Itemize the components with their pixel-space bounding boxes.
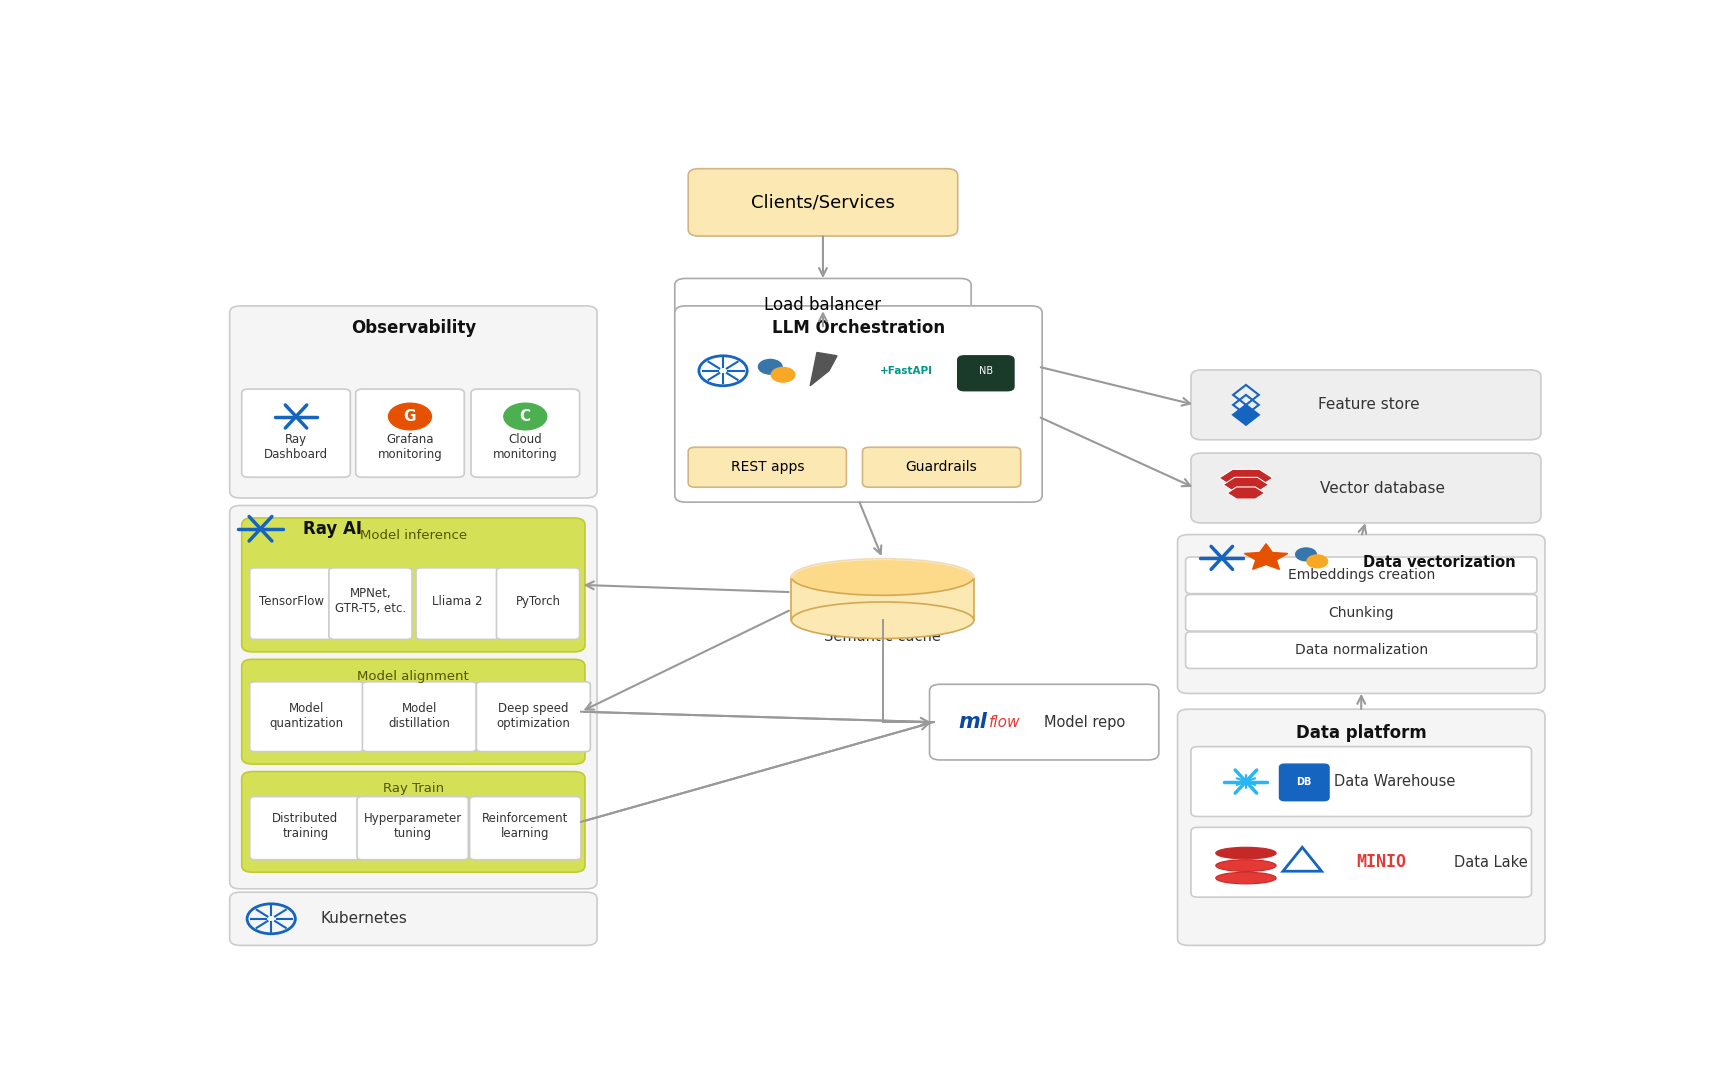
Text: G: G xyxy=(403,409,417,424)
FancyBboxPatch shape xyxy=(1178,535,1545,693)
Text: Guardrails: Guardrails xyxy=(907,460,977,474)
FancyBboxPatch shape xyxy=(1190,746,1531,816)
Text: C: C xyxy=(519,409,531,424)
Text: Model alignment: Model alignment xyxy=(358,670,469,684)
Text: Model repo: Model repo xyxy=(1043,715,1125,730)
FancyBboxPatch shape xyxy=(958,355,1014,391)
FancyBboxPatch shape xyxy=(1185,594,1536,631)
Polygon shape xyxy=(1220,470,1273,487)
Polygon shape xyxy=(1233,405,1259,424)
Text: PyTorch: PyTorch xyxy=(516,595,561,608)
FancyBboxPatch shape xyxy=(675,306,1041,502)
Text: NB: NB xyxy=(979,366,993,376)
Text: Deep speed
optimization: Deep speed optimization xyxy=(497,702,571,730)
Text: Data Warehouse: Data Warehouse xyxy=(1334,774,1455,789)
FancyBboxPatch shape xyxy=(675,279,971,332)
Text: Hyperparameter
tuning: Hyperparameter tuning xyxy=(363,812,462,840)
Text: Clients/Services: Clients/Services xyxy=(751,193,894,212)
Circle shape xyxy=(758,360,782,374)
Text: Reinforcement
learning: Reinforcement learning xyxy=(483,812,569,840)
Text: Model inference: Model inference xyxy=(360,529,467,542)
Text: Ray Train: Ray Train xyxy=(382,782,445,795)
Text: Data platform: Data platform xyxy=(1296,725,1427,742)
FancyBboxPatch shape xyxy=(497,568,580,639)
Circle shape xyxy=(389,403,431,430)
Text: Grafana
monitoring: Grafana monitoring xyxy=(377,433,443,461)
Text: Data Lake: Data Lake xyxy=(1453,854,1528,869)
FancyBboxPatch shape xyxy=(329,568,412,639)
Text: Ray
Dashboard: Ray Dashboard xyxy=(265,433,329,461)
Text: Kubernetes: Kubernetes xyxy=(320,912,408,927)
FancyBboxPatch shape xyxy=(1190,454,1541,523)
Text: REST apps: REST apps xyxy=(730,460,804,474)
FancyBboxPatch shape xyxy=(242,659,585,765)
Ellipse shape xyxy=(791,558,974,595)
FancyBboxPatch shape xyxy=(469,797,581,860)
Text: Model
quantization: Model quantization xyxy=(270,702,344,730)
Text: Observability: Observability xyxy=(351,320,476,337)
Ellipse shape xyxy=(1216,860,1277,872)
Text: MPNet,
GTR-T5, etc.: MPNet, GTR-T5, etc. xyxy=(336,588,407,616)
Text: Data vectorization: Data vectorization xyxy=(1363,555,1515,570)
FancyBboxPatch shape xyxy=(249,681,363,752)
FancyBboxPatch shape xyxy=(230,306,597,498)
Polygon shape xyxy=(1244,543,1287,569)
FancyBboxPatch shape xyxy=(415,568,500,639)
FancyBboxPatch shape xyxy=(242,518,585,652)
Text: Data normalization: Data normalization xyxy=(1294,644,1427,658)
FancyBboxPatch shape xyxy=(929,685,1159,760)
FancyBboxPatch shape xyxy=(230,892,597,945)
Text: Load balancer: Load balancer xyxy=(765,296,882,314)
Text: Model
distillation: Model distillation xyxy=(389,702,450,730)
Text: LLM Orchestration: LLM Orchestration xyxy=(772,320,945,337)
Circle shape xyxy=(503,403,547,430)
Circle shape xyxy=(772,367,794,382)
FancyBboxPatch shape xyxy=(1190,827,1531,897)
FancyBboxPatch shape xyxy=(242,771,585,873)
Text: TensorFlow: TensorFlow xyxy=(260,595,324,608)
FancyBboxPatch shape xyxy=(356,797,469,860)
FancyBboxPatch shape xyxy=(1185,557,1536,594)
FancyBboxPatch shape xyxy=(689,168,958,237)
FancyBboxPatch shape xyxy=(362,681,476,752)
FancyBboxPatch shape xyxy=(1185,632,1536,669)
FancyBboxPatch shape xyxy=(1190,370,1541,440)
Ellipse shape xyxy=(1216,873,1277,883)
FancyBboxPatch shape xyxy=(249,797,362,860)
Polygon shape xyxy=(810,352,837,386)
Text: +FastAPI: +FastAPI xyxy=(881,366,932,376)
Text: flow: flow xyxy=(988,715,1021,730)
FancyBboxPatch shape xyxy=(689,447,846,487)
Text: Ray AI: Ray AI xyxy=(303,519,362,538)
Text: Cloud
monitoring: Cloud monitoring xyxy=(493,433,557,461)
FancyBboxPatch shape xyxy=(356,389,464,477)
Ellipse shape xyxy=(1216,848,1277,859)
Text: DB: DB xyxy=(1296,778,1311,787)
Polygon shape xyxy=(1227,487,1265,499)
Text: MINIO: MINIO xyxy=(1356,853,1406,872)
FancyBboxPatch shape xyxy=(230,505,597,889)
Text: Chunking: Chunking xyxy=(1329,606,1394,620)
FancyBboxPatch shape xyxy=(249,568,332,639)
Text: Distributed
training: Distributed training xyxy=(272,812,339,840)
Circle shape xyxy=(1306,555,1327,568)
Ellipse shape xyxy=(791,602,974,638)
Text: Vector database: Vector database xyxy=(1320,481,1445,496)
Text: Embeddings creation: Embeddings creation xyxy=(1287,568,1434,582)
FancyBboxPatch shape xyxy=(1178,710,1545,945)
FancyBboxPatch shape xyxy=(863,447,1021,487)
Text: ml: ml xyxy=(958,712,988,732)
Text: Feature store: Feature store xyxy=(1318,397,1420,413)
FancyBboxPatch shape xyxy=(476,681,590,752)
Text: Semantic cache: Semantic cache xyxy=(823,629,941,644)
FancyBboxPatch shape xyxy=(242,389,351,477)
FancyBboxPatch shape xyxy=(471,389,580,477)
Text: Lliama 2: Lliama 2 xyxy=(432,595,483,608)
Circle shape xyxy=(1296,548,1317,561)
Polygon shape xyxy=(791,577,974,620)
Polygon shape xyxy=(1223,477,1268,492)
FancyBboxPatch shape xyxy=(1280,765,1329,800)
